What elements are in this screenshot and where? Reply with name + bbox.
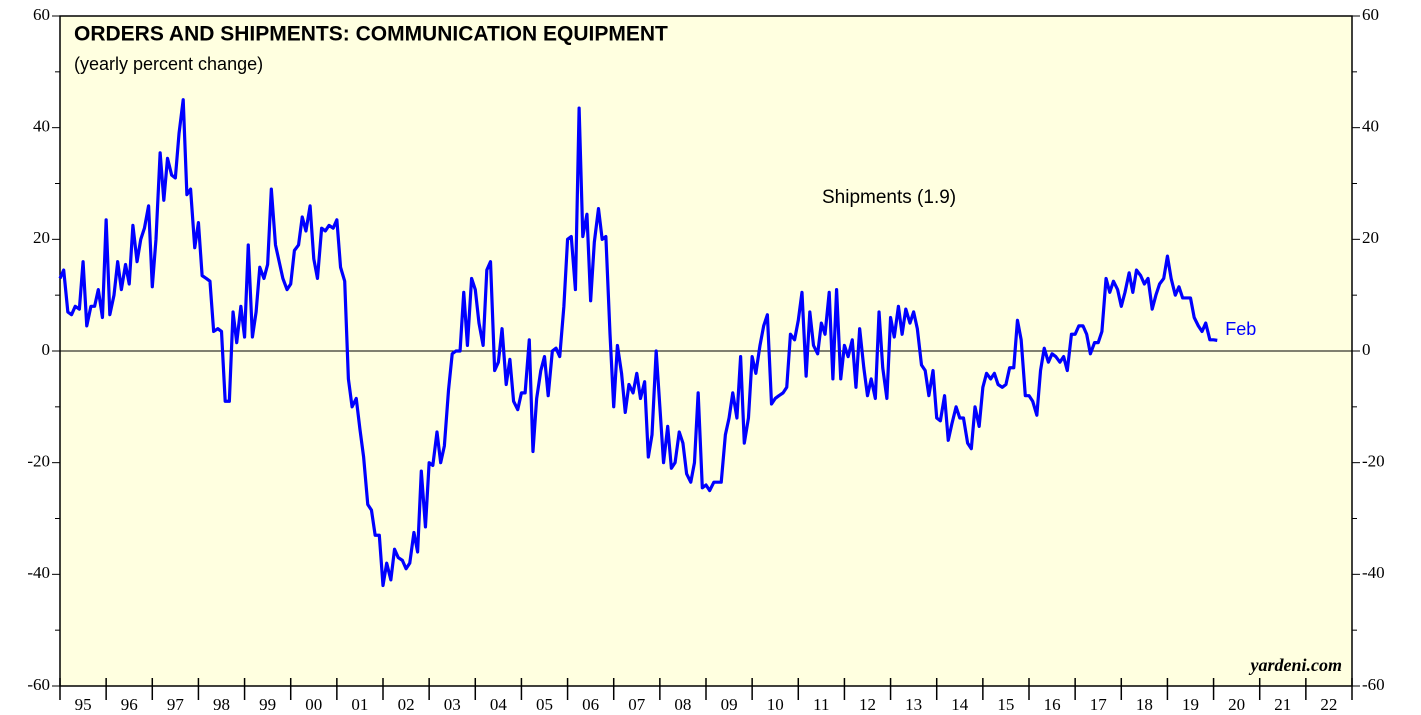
x-tick-label: 97: [167, 695, 185, 714]
x-tick-label: 00: [305, 695, 322, 714]
y-tick-label: 40: [33, 117, 50, 136]
x-tick-label: 99: [259, 695, 276, 714]
x-tick-label: 18: [1136, 695, 1153, 714]
x-tick-label: 98: [213, 695, 230, 714]
y2-tick-label: 20: [1362, 228, 1379, 247]
y2-tick-label: 40: [1362, 117, 1379, 136]
x-tick-label: 22: [1320, 695, 1337, 714]
x-tick-label: 96: [121, 695, 138, 714]
end-label: Feb: [1225, 319, 1256, 339]
y2-tick-label: 60: [1362, 5, 1379, 24]
x-tick-label: 16: [1044, 695, 1061, 714]
x-tick-label: 01: [351, 695, 368, 714]
x-tick-label: 04: [490, 695, 508, 714]
x-tick-label: 05: [536, 695, 553, 714]
y-tick-label: -60: [27, 675, 50, 694]
x-tick-label: 02: [398, 695, 415, 714]
x-tick-label: 09: [721, 695, 738, 714]
x-tick-label: 06: [582, 695, 599, 714]
x-tick-label: 19: [1182, 695, 1199, 714]
x-tick-label: 13: [905, 695, 922, 714]
chart-subtitle: (yearly percent change): [74, 54, 263, 74]
x-tick-label: 14: [951, 695, 969, 714]
y2-tick-label: -40: [1362, 563, 1385, 582]
x-tick-label: 95: [75, 695, 92, 714]
source: yardeni.com: [1249, 655, 1343, 675]
chart-title: ORDERS AND SHIPMENTS: COMMUNICATION EQUI…: [74, 23, 668, 46]
y-tick-label: 60: [33, 5, 50, 24]
x-tick-label: 12: [859, 695, 876, 714]
y-tick-label: 0: [42, 340, 51, 359]
series-label: Shipments (1.9): [822, 187, 956, 208]
x-tick-label: 03: [444, 695, 461, 714]
y-tick-label: -20: [27, 452, 50, 471]
y-tick-label: -40: [27, 563, 50, 582]
x-tick-label: 17: [1090, 695, 1108, 714]
x-tick-label: 07: [628, 695, 646, 714]
x-tick-label: 11: [813, 695, 829, 714]
x-tick-label: 10: [767, 695, 784, 714]
y2-tick-label: -20: [1362, 452, 1385, 471]
x-tick-label: 08: [674, 695, 691, 714]
x-tick-label: 21: [1274, 695, 1291, 714]
x-tick-label: 20: [1228, 695, 1245, 714]
y-tick-label: 20: [33, 228, 50, 247]
y2-tick-label: 0: [1362, 340, 1371, 359]
y2-tick-label: -60: [1362, 675, 1385, 694]
series-line: [58, 98, 1218, 588]
x-tick-label: 15: [997, 695, 1014, 714]
